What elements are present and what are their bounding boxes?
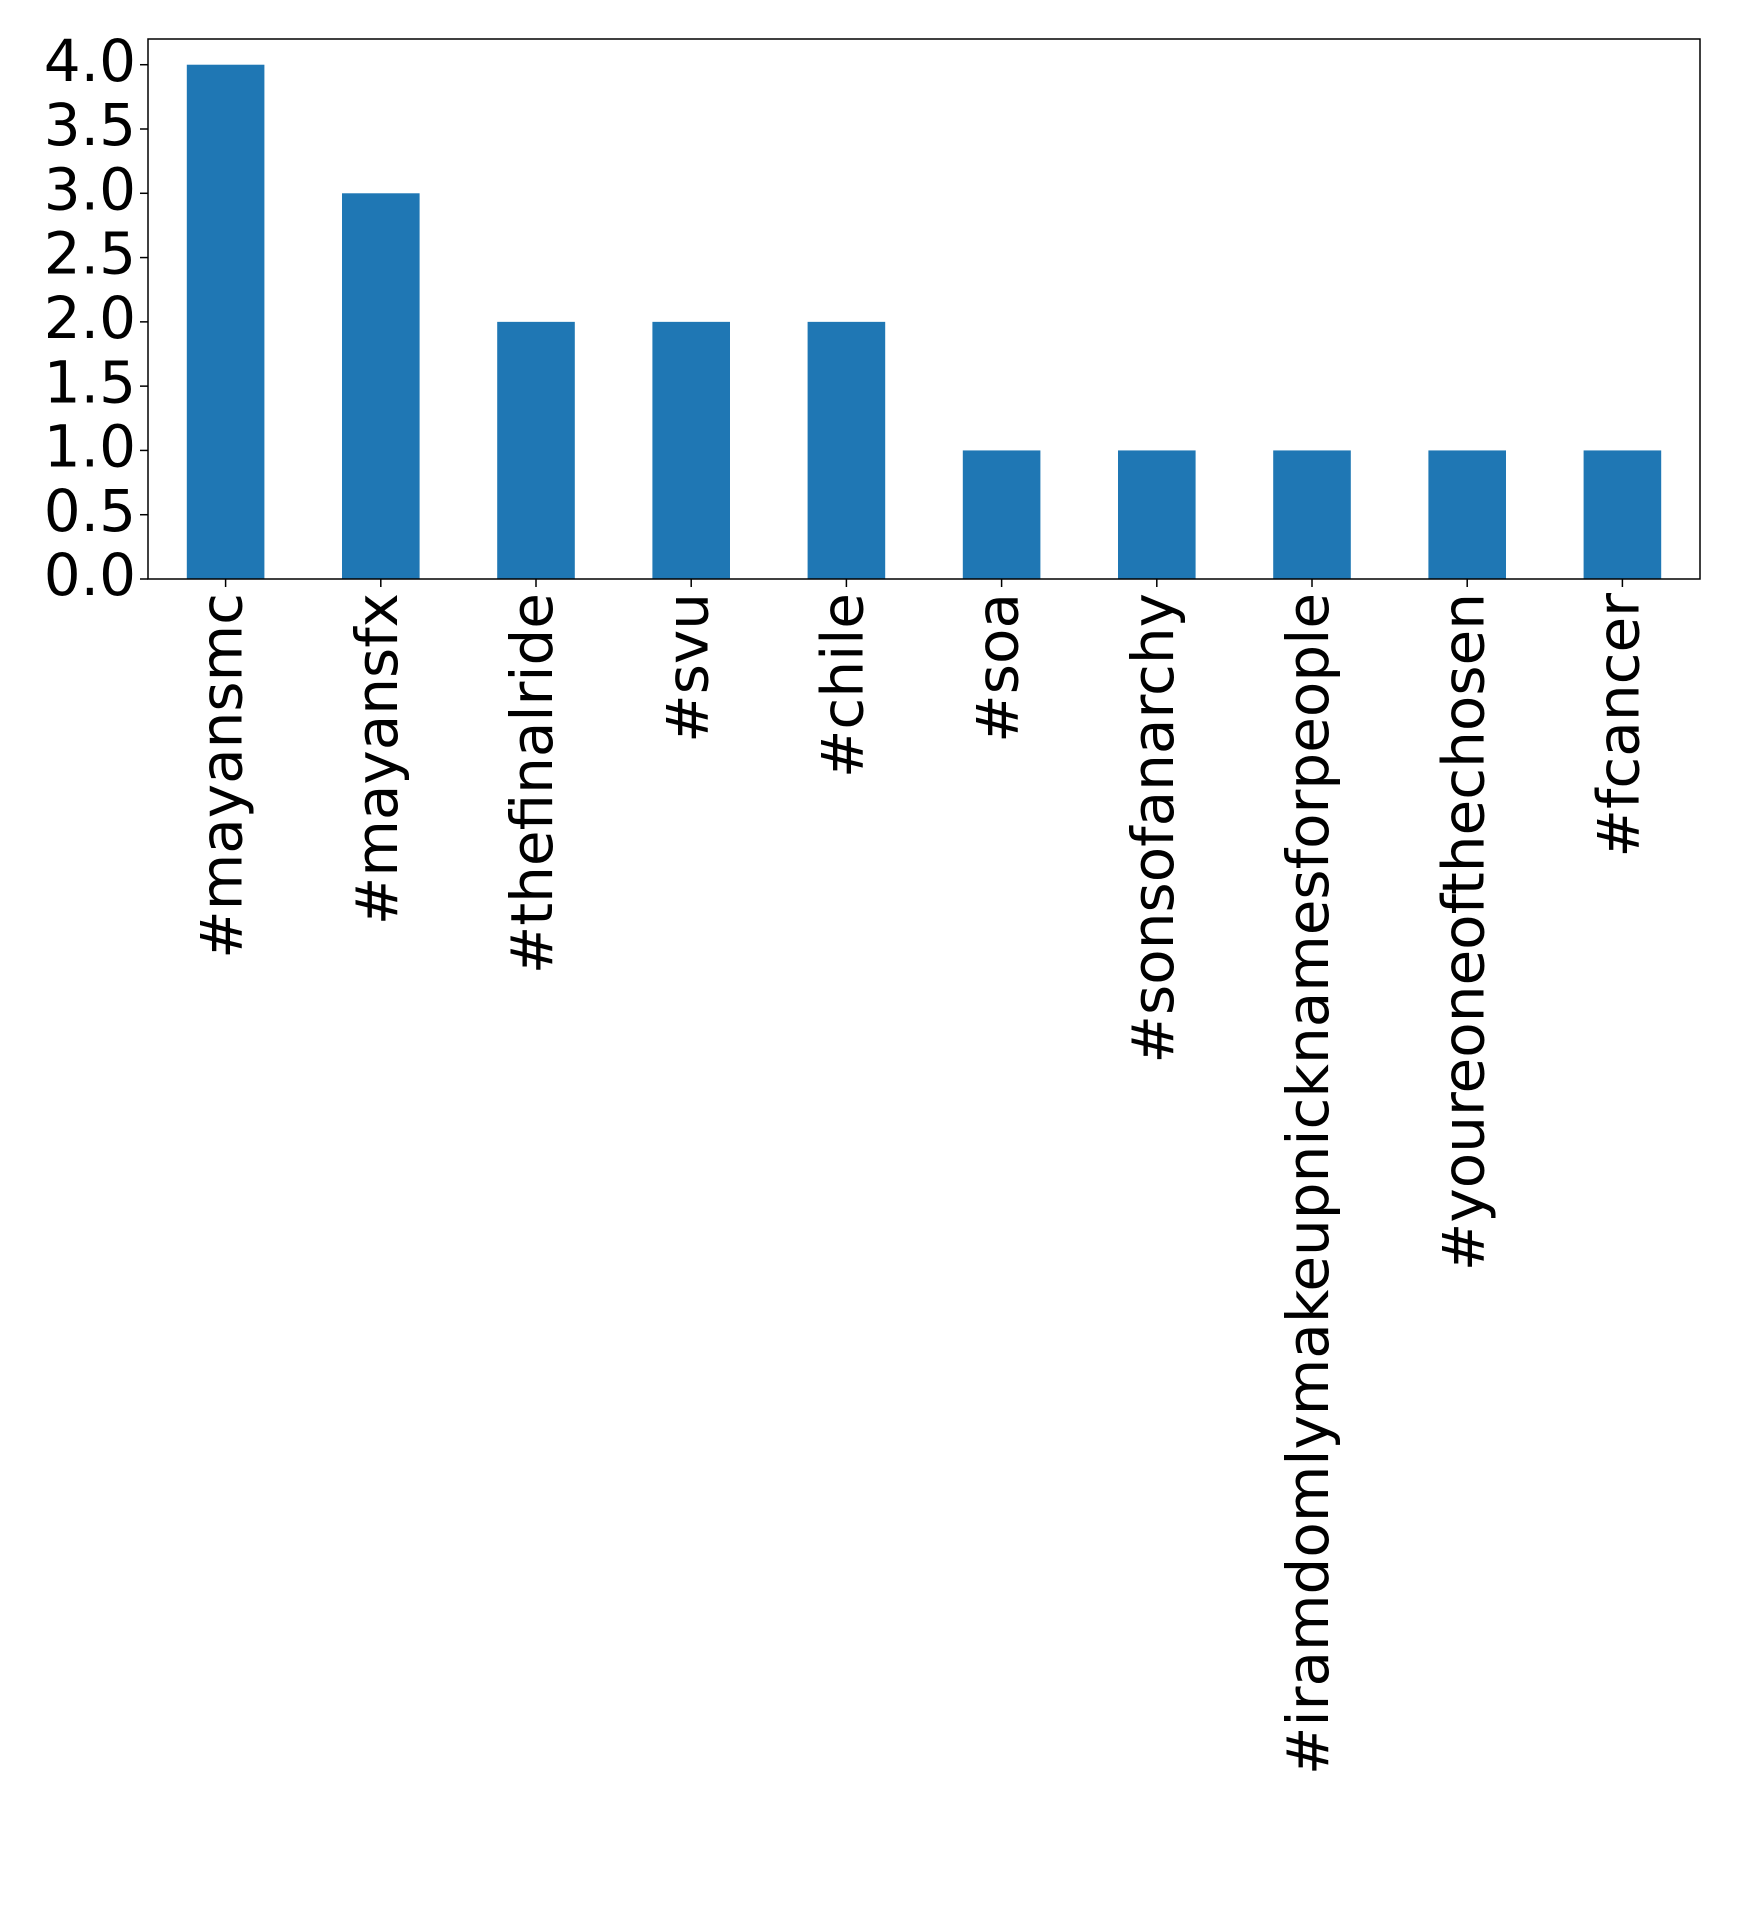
x-tick-label-4: #chile: [809, 593, 877, 778]
y-tick-label-1: 0.5: [44, 477, 136, 545]
x-tick-label-6: #sonsofanarchy: [1119, 593, 1187, 1064]
bar-3: [652, 321, 730, 579]
y-tick-label-6: 3.0: [44, 155, 136, 223]
x-tick-label-7: #iramdomlymakeupnicknamesforpeople: [1274, 593, 1342, 1775]
x-tick-label-5: #soa: [964, 593, 1032, 743]
bar-2: [497, 321, 575, 579]
x-tick-label-2: #thefinalride: [498, 593, 566, 974]
bar-6: [1118, 450, 1196, 579]
bars-group: [186, 64, 1662, 580]
bar-7: [1273, 450, 1351, 579]
x-tick-label-0: #mayansmc: [188, 593, 256, 959]
plot-frame: [147, 38, 1701, 580]
bar-9: [1583, 450, 1662, 579]
y-axis: 0.00.51.01.52.02.53.03.54.0: [44, 27, 148, 609]
y-tick-label-3: 1.5: [44, 348, 136, 416]
y-tick-label-7: 3.5: [44, 91, 136, 159]
y-tick-label-5: 2.5: [44, 220, 136, 288]
bar-1: [342, 193, 420, 580]
bar-5: [962, 450, 1041, 579]
y-tick-label-8: 4.0: [44, 27, 136, 95]
x-axis: #mayansmc #mayansfx #thefinalride #svu #chil…: [188, 579, 1653, 1775]
y-tick-label-2: 1.0: [44, 413, 136, 481]
x-tick-label-1: #mayansfx: [343, 593, 411, 925]
y-tick-label-4: 2.0: [44, 284, 136, 352]
x-tick-label-3: #svu: [653, 593, 721, 743]
x-tick-label-9: #fcancer: [1585, 593, 1653, 858]
bar-8: [1428, 450, 1506, 579]
bar-0: [186, 64, 265, 579]
x-tick-label-8: #youreoneofthechosen: [1429, 593, 1497, 1271]
bar-4: [807, 321, 886, 579]
y-tick-label-0: 0.0: [44, 541, 136, 609]
